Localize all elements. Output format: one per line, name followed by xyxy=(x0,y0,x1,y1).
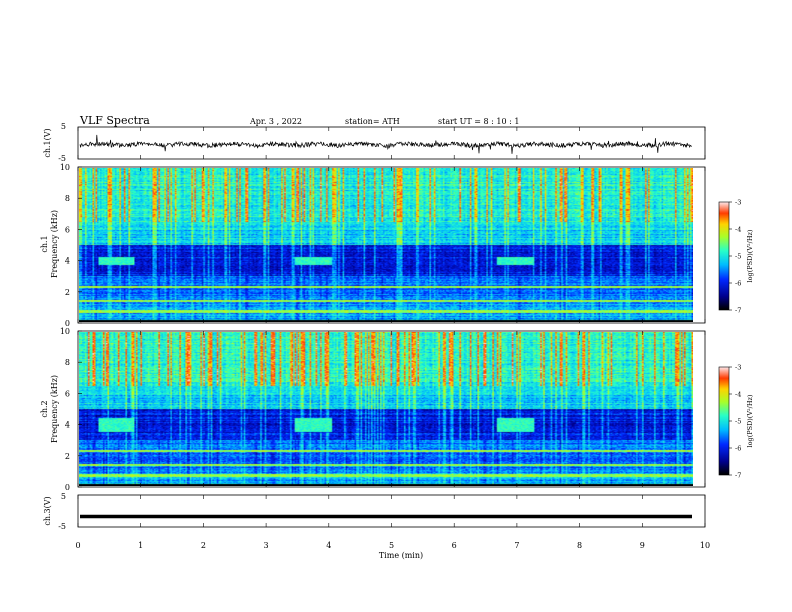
station-label: station= ATH xyxy=(345,117,400,126)
ch1-waveform-line xyxy=(79,134,692,154)
ch1-spectrogram-image xyxy=(79,168,693,322)
ch2-colorbar: -3 -4 -5 -6 -7 log(PSD)(V²/Hz) xyxy=(718,364,754,480)
ch2-spectrogram-yticks: 0 2 4 6 8 10 xyxy=(60,327,82,492)
x-tick-label: 6 xyxy=(452,541,457,550)
ch1-colorbar: -3 -4 -5 -6 -7 log(PSD)(V²/Hz) xyxy=(718,199,754,315)
colorbar-tick-label: -3 xyxy=(735,364,741,372)
ch1-spectrogram-ylabel-channel: ch.1 xyxy=(40,235,49,252)
spectrogram-ytick-label: 2 xyxy=(65,288,70,297)
x-tick-label: 9 xyxy=(640,541,645,550)
spectrogram-ytick-label: 0 xyxy=(65,483,70,492)
spectrogram-ytick-label: 10 xyxy=(60,163,70,172)
ch3-ytick-bottom: -5 xyxy=(58,522,66,531)
ch2-colorbar-gradient xyxy=(719,367,729,475)
ch1-ytick-top: 5 xyxy=(61,122,66,131)
ch1-waveform-ylabel: ch.1(V) xyxy=(43,128,52,157)
ch1-spectrogram-ylabel-frequency: Frequency (kHz) xyxy=(50,210,59,278)
ch1-spectrogram-panel: 0 2 4 6 8 10 ch.1 Frequency (kHz) xyxy=(40,163,706,328)
ch1-waveform-frame xyxy=(77,126,706,160)
figure-title: VLF Spectra xyxy=(79,114,150,127)
ch3-waveform-panel: 5 -5 ch.3(V) xyxy=(43,492,706,531)
colorbar-tick-label: -6 xyxy=(735,280,741,288)
ch1-waveform-panel: 5 -5 ch.1(V) xyxy=(43,122,706,163)
ch1-spectrogram-yticks: 0 2 4 6 8 10 xyxy=(60,163,82,328)
spectrogram-ytick-label: 6 xyxy=(65,225,70,234)
colorbar-tick-label: -7 xyxy=(735,307,741,315)
ch1-colorbar-label: log(PSD)(V²/Hz) xyxy=(746,229,754,282)
ch3-ytick-top: 5 xyxy=(61,492,66,501)
date-label: Apr. 3 , 2022 xyxy=(249,117,302,126)
ch1-ytick-bottom: -5 xyxy=(58,154,66,163)
colorbar-tick-label: -4 xyxy=(735,226,741,234)
spectrogram-ytick-label: 2 xyxy=(65,452,70,461)
x-tick-label: 4 xyxy=(326,541,331,550)
start-time-label: start UT = 8 : 10 : 1 xyxy=(438,117,519,126)
spectrogram-ytick-label: 4 xyxy=(65,257,70,266)
colorbar-tick-label: -6 xyxy=(735,445,741,453)
ch2-spectrogram-panel: 0 2 4 6 8 10 ch.2 Frequency (kHz) xyxy=(40,327,706,492)
ch1-colorbar-ticks: -3 -4 -5 -6 -7 xyxy=(729,199,741,315)
ch2-spectrogram-ylabel-frequency: Frequency (kHz) xyxy=(50,375,59,443)
ch3-waveform-ylabel: ch.3(V) xyxy=(43,496,52,525)
spectrogram-ytick-label: 8 xyxy=(65,358,70,367)
ch2-spectrogram-ylabel-channel: ch.2 xyxy=(40,400,49,417)
colorbar-tick-label: -7 xyxy=(735,472,741,480)
colorbar-tick-label: -5 xyxy=(735,253,741,261)
spectrogram-ytick-label: 4 xyxy=(65,421,70,430)
x-tick-label: 5 xyxy=(389,541,394,550)
spectrogram-ytick-label: 6 xyxy=(65,389,70,398)
x-tick-label: 2 xyxy=(201,541,206,550)
spectrogram-ytick-label: 10 xyxy=(60,327,70,336)
x-axis-ticks: 0 1 2 3 4 5 6 7 8 9 10 xyxy=(75,127,710,550)
x-tick-label: 1 xyxy=(138,541,143,550)
colorbar-tick-label: -4 xyxy=(735,391,741,399)
ch3-waveform-frame xyxy=(77,494,706,528)
spectrogram-ytick-label: 8 xyxy=(65,194,70,203)
ch2-colorbar-label: log(PSD)(V²/Hz) xyxy=(746,394,754,447)
x-axis-label: Time (min) xyxy=(379,551,423,560)
ch2-spectrogram-image xyxy=(79,332,693,486)
x-tick-label: 3 xyxy=(264,541,269,550)
colorbar-tick-label: -3 xyxy=(735,199,741,207)
spectrogram-ytick-label: 0 xyxy=(65,319,70,328)
ch2-colorbar-ticks: -3 -4 -5 -6 -7 xyxy=(729,364,741,480)
x-tick-label: 8 xyxy=(577,541,582,550)
colorbar-tick-label: -5 xyxy=(735,418,741,426)
x-tick-label: 10 xyxy=(700,541,710,550)
ch1-colorbar-gradient xyxy=(719,202,729,310)
x-tick-label: 0 xyxy=(75,541,80,550)
x-tick-label: 7 xyxy=(514,541,519,550)
